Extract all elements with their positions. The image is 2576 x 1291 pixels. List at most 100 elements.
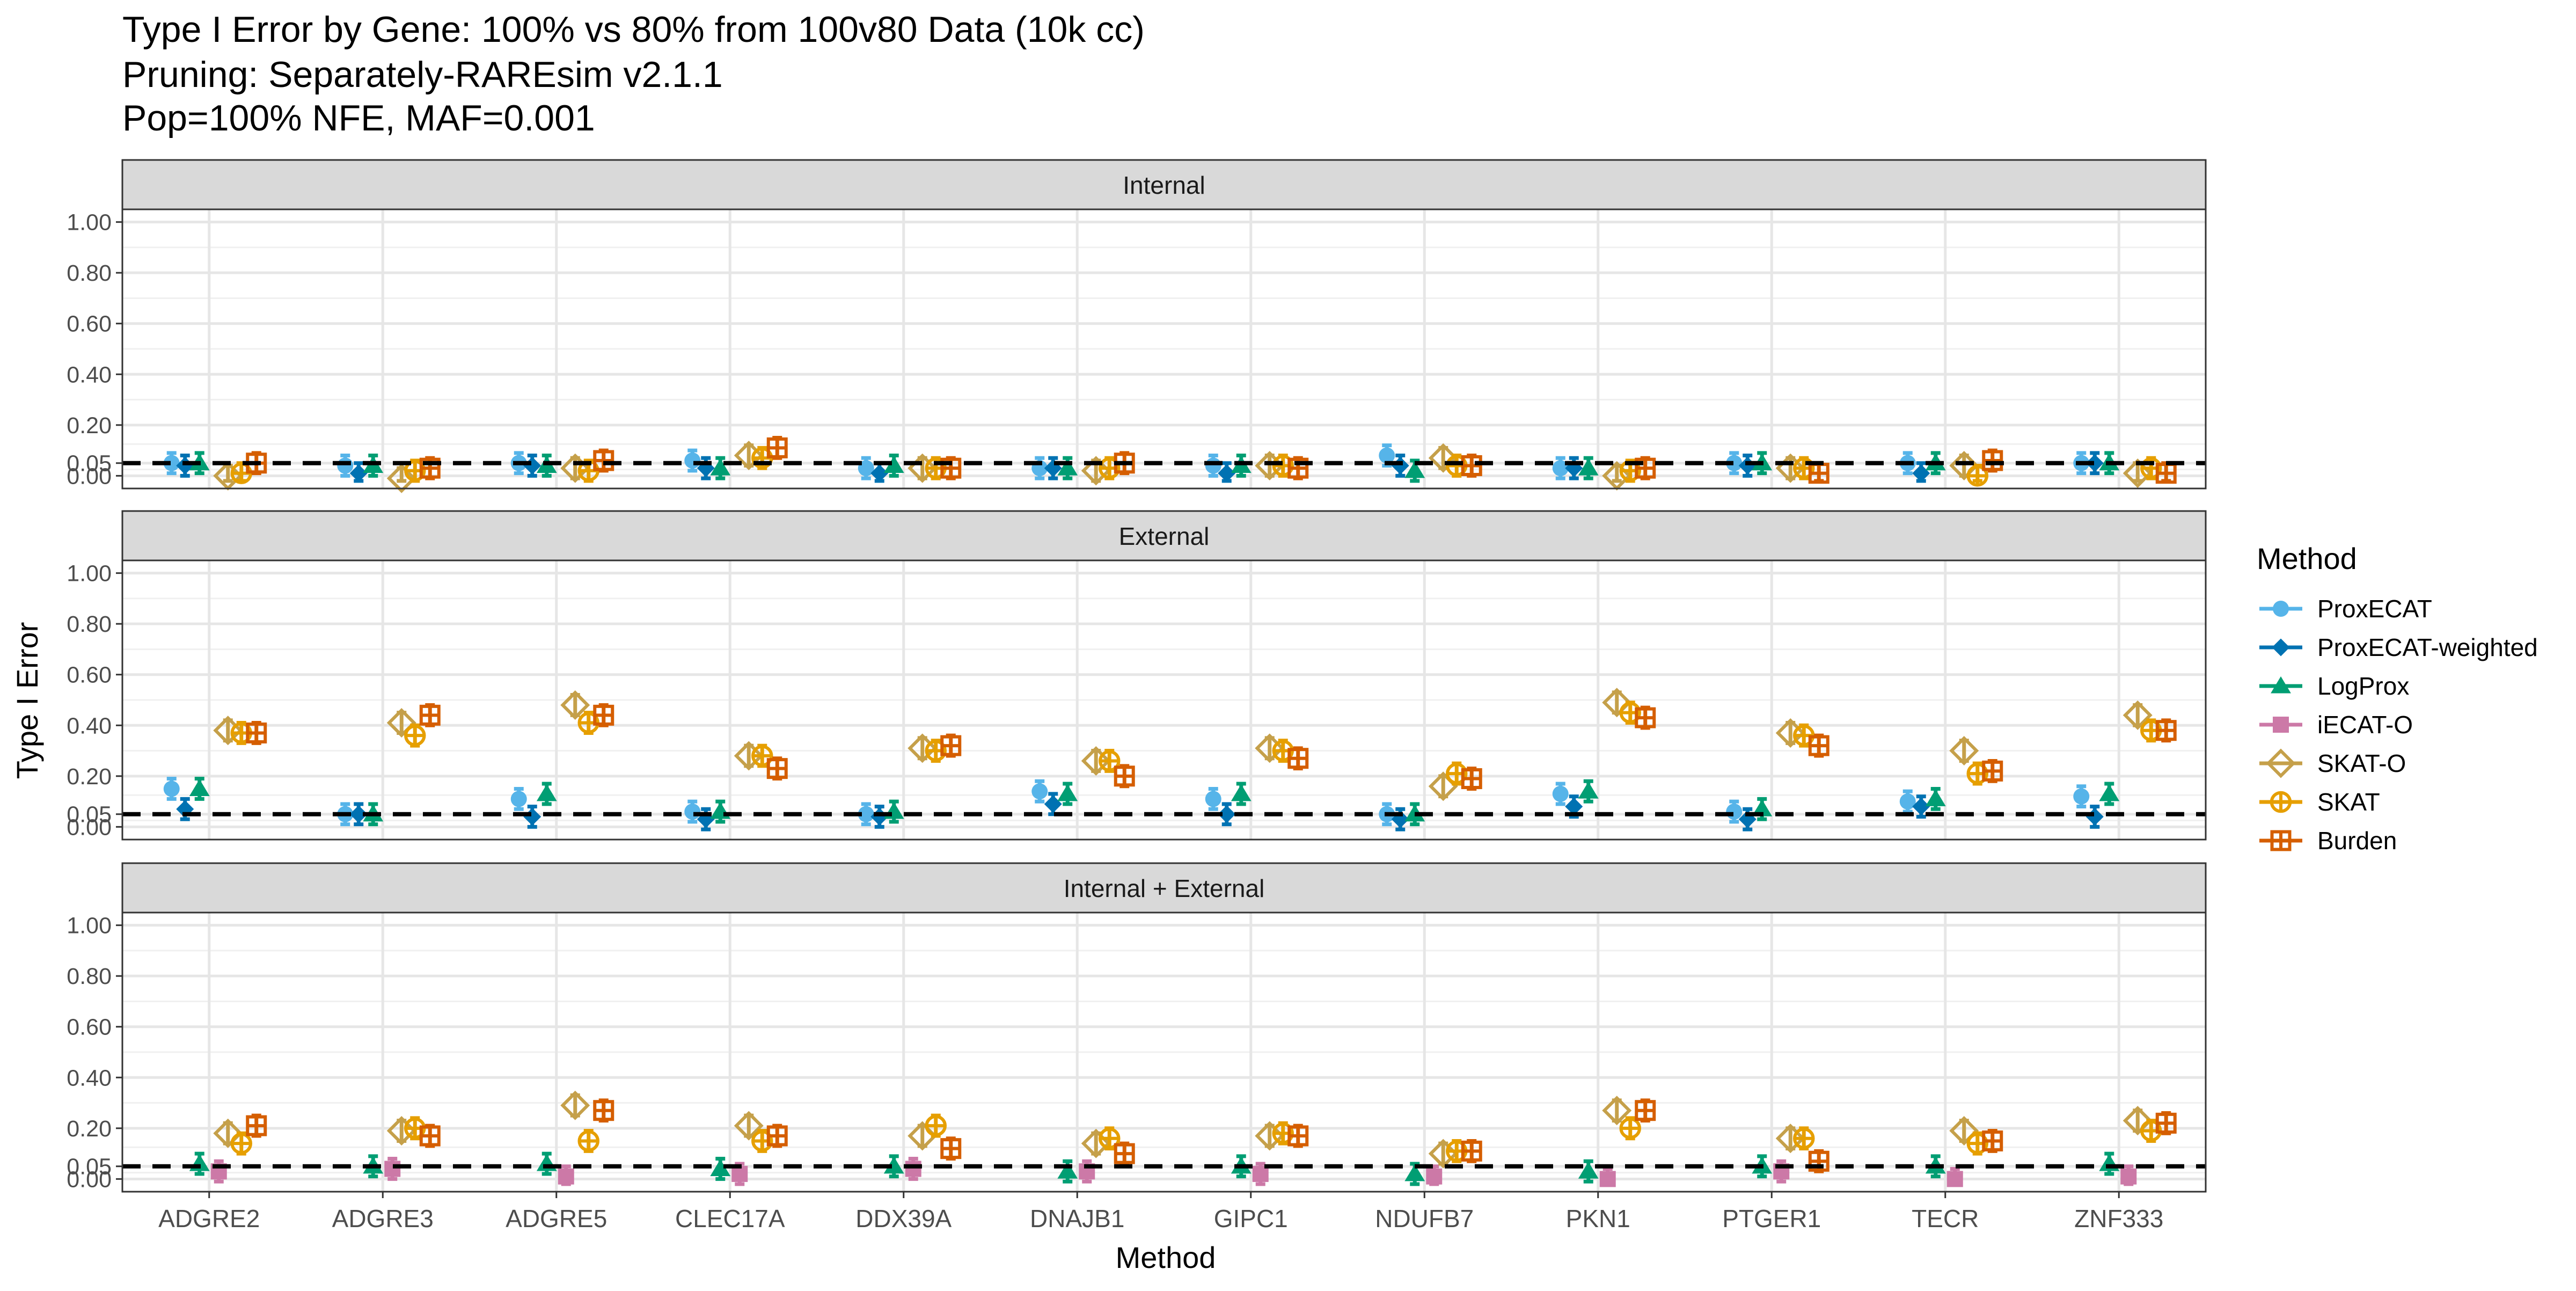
data-point	[419, 703, 441, 727]
data-point	[1461, 454, 1482, 478]
y-tick-label: 1.00	[67, 913, 112, 939]
data-point	[337, 454, 354, 478]
data-point	[1578, 1159, 1599, 1184]
data-point	[1793, 1126, 1815, 1151]
point-marker	[734, 1111, 764, 1141]
point-marker	[1946, 1171, 1963, 1187]
panel-border	[121, 911, 2207, 1193]
data-point	[940, 733, 962, 758]
point-marker	[1635, 457, 1656, 479]
data-point	[858, 802, 874, 827]
strip-label: External	[1119, 522, 1210, 550]
y-axis-title: Type I Error	[10, 622, 44, 779]
point-marker	[2123, 1106, 2153, 1136]
point-marker	[1808, 735, 1829, 756]
panel-border	[121, 559, 2207, 841]
point-marker	[684, 453, 701, 469]
data-point	[1404, 458, 1425, 483]
x-tick-label: ADGRE5	[506, 1205, 607, 1232]
point-marker	[419, 704, 441, 726]
point-marker	[349, 805, 368, 823]
data-point	[1428, 443, 1458, 473]
legend-item: SKAT	[2259, 788, 2380, 816]
point-marker	[1379, 447, 1395, 464]
y-tick-label: 0.60	[67, 662, 112, 688]
point-marker	[940, 735, 962, 756]
data-point	[2073, 784, 2090, 809]
y-tick-label: 0.80	[67, 260, 112, 286]
legend-key-marker	[2266, 748, 2296, 778]
point-marker	[1726, 455, 1743, 471]
point-marker	[1982, 1130, 2003, 1151]
series-skat-o	[213, 688, 2153, 801]
point-marker	[163, 781, 180, 797]
point-marker	[1287, 748, 1309, 769]
data-point	[905, 1157, 921, 1181]
point-marker	[1635, 707, 1656, 728]
point-marker	[1099, 750, 1121, 772]
data-point	[1578, 456, 1599, 480]
point-marker	[1912, 464, 1930, 483]
y-tick-label: 0.80	[67, 611, 112, 637]
point-marker	[766, 1125, 788, 1147]
point-marker	[510, 791, 527, 807]
data-point	[734, 741, 764, 771]
x-tick-label: TECR	[1912, 1205, 1979, 1232]
point-marker	[1428, 1139, 1458, 1169]
point-marker	[766, 758, 788, 779]
data-point	[734, 1111, 764, 1141]
point-marker	[1461, 1140, 1482, 1162]
point-marker	[536, 784, 557, 801]
point-marker	[2155, 720, 2177, 741]
y-tick-label: 0.20	[67, 413, 112, 439]
point-marker	[1114, 765, 1135, 787]
data-point	[558, 1164, 574, 1186]
point-marker	[1081, 456, 1111, 486]
y-tick-label: 0.00	[67, 1166, 112, 1192]
data-point	[1114, 764, 1135, 789]
x-axis-title: Method	[1116, 1241, 1216, 1274]
strip-background	[121, 159, 2207, 210]
point-marker	[940, 1138, 962, 1159]
point-marker	[1726, 804, 1743, 820]
data-point	[2123, 700, 2153, 730]
point-marker	[419, 1125, 441, 1147]
point-marker	[2085, 454, 2104, 472]
point-marker	[384, 1161, 401, 1177]
data-point	[925, 739, 947, 763]
data-point	[883, 454, 904, 478]
point-marker	[1218, 464, 1236, 483]
data-point	[246, 721, 267, 745]
point-marker	[1205, 791, 1221, 807]
data-point	[386, 463, 416, 493]
data-point	[1446, 454, 1468, 478]
data-point	[1912, 794, 1930, 819]
data-point	[1099, 749, 1121, 773]
data-point	[1057, 782, 1078, 806]
point-marker	[1044, 795, 1062, 813]
data-point	[1899, 789, 1916, 814]
point-marker	[710, 1159, 731, 1176]
data-point	[510, 786, 527, 811]
point-marker	[1031, 783, 1048, 800]
point-marker	[2120, 1168, 2137, 1185]
point-marker	[386, 708, 416, 738]
point-marker	[386, 1116, 416, 1146]
legend-key-marker	[2272, 638, 2290, 657]
x-tick-label: PKN1	[1566, 1205, 1630, 1232]
point-marker	[1565, 798, 1583, 816]
point-marker	[593, 450, 614, 471]
y-tick-label: 0.20	[67, 764, 112, 790]
panel-1: Internal 0.000.05 0.20 0.40 0.60 0.80 1.00	[67, 159, 2207, 493]
y-tick-label: 1.00	[67, 210, 112, 236]
data-point	[731, 1162, 748, 1186]
data-point	[766, 756, 788, 781]
point-marker	[1578, 1162, 1599, 1179]
point-marker	[883, 1156, 904, 1174]
data-point	[419, 1124, 441, 1148]
point-marker	[349, 464, 368, 483]
data-point	[560, 690, 590, 720]
point-marker	[1602, 688, 1632, 718]
strip-label: Internal + External	[1064, 874, 1265, 902]
